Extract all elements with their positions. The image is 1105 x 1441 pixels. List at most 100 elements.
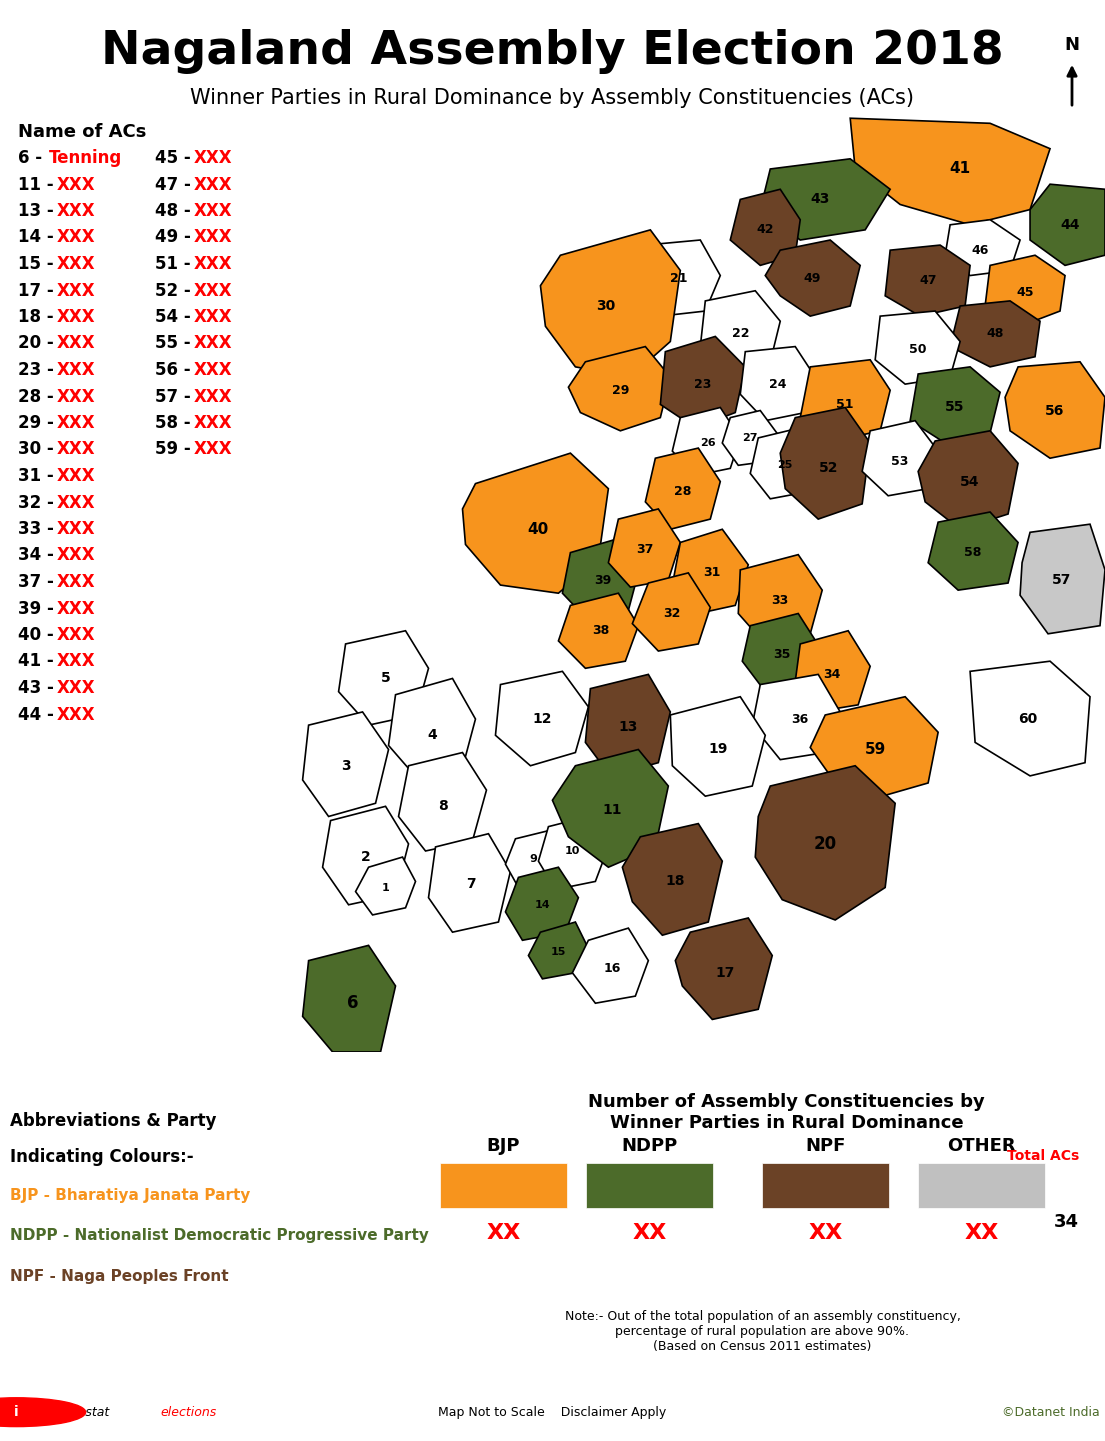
- Polygon shape: [1020, 525, 1105, 634]
- Text: 50: 50: [909, 343, 927, 356]
- Text: Note:- Out of the total population of an assembly constituency,
percentage of ru: Note:- Out of the total population of an…: [565, 1310, 960, 1353]
- Text: 2: 2: [360, 850, 370, 865]
- Text: 43: 43: [811, 193, 830, 206]
- Text: 4: 4: [428, 728, 438, 742]
- Text: Map Not to Scale    Disclaimer Apply: Map Not to Scale Disclaimer Apply: [439, 1405, 666, 1419]
- Text: 16: 16: [603, 963, 621, 976]
- Bar: [587, 1163, 713, 1208]
- Text: 17 -: 17 -: [18, 281, 60, 300]
- Polygon shape: [568, 347, 671, 431]
- Text: 49 -: 49 -: [155, 229, 197, 246]
- Text: 20 -: 20 -: [18, 334, 60, 353]
- Text: 35: 35: [774, 647, 791, 660]
- Text: 36: 36: [791, 712, 809, 726]
- Text: 8: 8: [438, 800, 448, 813]
- Text: 44: 44: [1061, 218, 1080, 232]
- Text: XXX: XXX: [57, 334, 96, 353]
- Text: 20: 20: [813, 834, 836, 853]
- Text: 54: 54: [960, 474, 980, 488]
- Text: 40: 40: [528, 522, 549, 536]
- Text: 41 -: 41 -: [18, 653, 60, 670]
- Polygon shape: [918, 431, 1018, 529]
- Text: 18 -: 18 -: [18, 308, 60, 326]
- Polygon shape: [645, 448, 720, 529]
- Text: 37 -: 37 -: [18, 574, 60, 591]
- Text: 40 -: 40 -: [18, 625, 60, 644]
- Polygon shape: [429, 834, 511, 932]
- Polygon shape: [755, 765, 895, 919]
- Polygon shape: [885, 245, 970, 316]
- Circle shape: [0, 1398, 86, 1427]
- Text: 32: 32: [664, 607, 681, 620]
- Text: XX: XX: [486, 1223, 520, 1244]
- Polygon shape: [1006, 362, 1105, 458]
- Text: 24: 24: [769, 378, 787, 391]
- Text: 11: 11: [602, 804, 622, 817]
- Text: XX: XX: [633, 1223, 667, 1244]
- Polygon shape: [800, 360, 891, 441]
- Text: 7: 7: [465, 878, 475, 892]
- Polygon shape: [632, 574, 711, 651]
- Text: 13 -: 13 -: [18, 202, 60, 220]
- Polygon shape: [750, 428, 818, 499]
- Text: 22: 22: [732, 327, 749, 340]
- Text: XXX: XXX: [194, 255, 233, 272]
- Text: XXX: XXX: [57, 546, 96, 565]
- Text: XXX: XXX: [57, 362, 96, 379]
- Text: 14: 14: [535, 899, 550, 909]
- Polygon shape: [740, 347, 815, 421]
- Text: 34: 34: [1054, 1213, 1080, 1231]
- Text: Nagaland Assembly Election 2018: Nagaland Assembly Election 2018: [101, 29, 1003, 75]
- Bar: [440, 1163, 567, 1208]
- Text: 32 -: 32 -: [18, 493, 60, 512]
- Text: 57 -: 57 -: [155, 388, 197, 405]
- Text: 27: 27: [743, 432, 758, 442]
- Polygon shape: [505, 867, 578, 941]
- Polygon shape: [622, 824, 723, 935]
- Polygon shape: [928, 512, 1018, 591]
- Text: 39: 39: [593, 574, 611, 586]
- Text: 51 -: 51 -: [155, 255, 197, 272]
- Polygon shape: [780, 408, 870, 519]
- Text: 11 -: 11 -: [18, 176, 60, 193]
- Polygon shape: [701, 291, 780, 372]
- Text: 15: 15: [550, 948, 566, 957]
- Text: 28: 28: [674, 486, 691, 499]
- Text: XXX: XXX: [194, 388, 233, 405]
- Text: XXX: XXX: [194, 414, 233, 432]
- Polygon shape: [586, 674, 671, 775]
- Text: XXX: XXX: [57, 679, 96, 697]
- Polygon shape: [1030, 184, 1105, 265]
- Text: 34 -: 34 -: [18, 546, 60, 565]
- Polygon shape: [850, 118, 1050, 225]
- Text: XXX: XXX: [194, 202, 233, 220]
- Text: XXX: XXX: [57, 520, 96, 537]
- Polygon shape: [528, 922, 588, 978]
- Text: BJP: BJP: [486, 1137, 520, 1156]
- Text: 56 -: 56 -: [155, 362, 197, 379]
- Text: 33 -: 33 -: [18, 520, 60, 537]
- Polygon shape: [985, 255, 1065, 326]
- Text: 51: 51: [836, 398, 854, 411]
- Text: 47 -: 47 -: [155, 176, 197, 193]
- Polygon shape: [862, 421, 938, 496]
- Text: XXX: XXX: [194, 362, 233, 379]
- Text: 52 -: 52 -: [155, 281, 197, 300]
- Polygon shape: [875, 311, 960, 385]
- Text: 25: 25: [778, 460, 793, 470]
- Text: Total ACs: Total ACs: [1007, 1148, 1080, 1163]
- Text: XXX: XXX: [194, 229, 233, 246]
- Text: 59 -: 59 -: [155, 441, 197, 458]
- Text: 23: 23: [694, 378, 711, 391]
- Polygon shape: [672, 408, 740, 476]
- Text: 45 -: 45 -: [155, 148, 197, 167]
- Text: 56: 56: [1045, 403, 1065, 418]
- Text: Indicating Colours:-: Indicating Colours:-: [10, 1147, 193, 1166]
- Text: Tenning: Tenning: [50, 148, 123, 167]
- Text: 59: 59: [864, 742, 886, 757]
- Text: XX: XX: [809, 1223, 843, 1244]
- Text: NDPP - Nationalist Democratic Progressive Party: NDPP - Nationalist Democratic Progressiv…: [10, 1228, 429, 1244]
- Text: XXX: XXX: [57, 574, 96, 591]
- Text: 47: 47: [919, 274, 937, 287]
- Polygon shape: [323, 807, 409, 905]
